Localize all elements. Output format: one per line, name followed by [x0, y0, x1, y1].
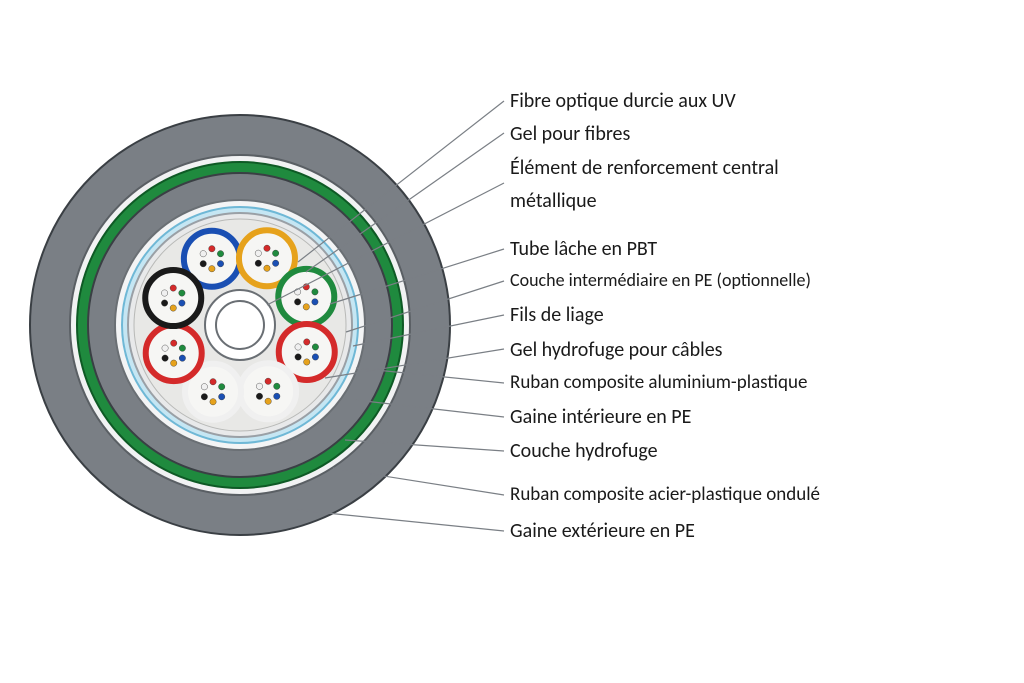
label-cable_gel: Gel hydrofuge pour câbles	[510, 338, 722, 362]
label-mid_pe: Couche intermédiaire en PE (optionnelle)	[510, 269, 811, 291]
label-fiber_gel: Gel pour fibres	[510, 122, 630, 146]
label-csm-line2: métallique	[510, 189, 597, 213]
label-inner_pe: Gaine intérieure en PE	[510, 405, 691, 429]
label-steel_tape: Ruban composite acier-plastique ondulé	[510, 483, 820, 506]
label-pbt: Tube lâche en PBT	[510, 237, 657, 261]
label-fiber: Fibre optique durcie aux UV	[510, 89, 736, 113]
label-outer_pe: Gaine extérieure en PE	[510, 519, 695, 543]
label-binder: Fils de liage	[510, 303, 604, 327]
diagram-canvas: Fibre optique durcie aux UV Gel pour fibr…	[0, 0, 1024, 683]
label-al_tape: Ruban composite aluminium-plastique	[510, 371, 807, 394]
label-csm: Élément de renforcement central	[510, 156, 779, 180]
label-wb_layer: Couche hydrofuge	[510, 439, 658, 463]
